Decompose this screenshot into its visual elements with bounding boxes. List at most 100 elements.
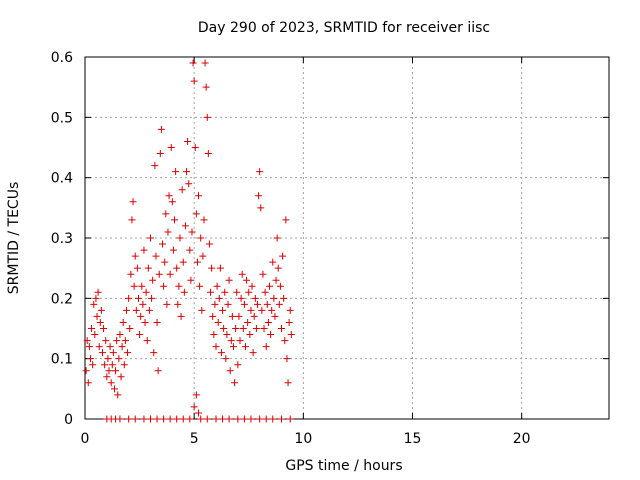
data-point [239, 325, 247, 332]
data-point [197, 234, 205, 242]
data-point [110, 385, 118, 393]
data-point [98, 349, 106, 357]
data-point [240, 300, 248, 308]
data-point [104, 355, 112, 363]
data-point [249, 349, 257, 357]
data-point [214, 318, 222, 326]
data-point [152, 252, 160, 260]
data-point [115, 355, 123, 363]
data-point [229, 343, 237, 351]
data-point [171, 216, 179, 224]
data-point [185, 180, 193, 188]
data-point [224, 300, 232, 308]
data-point [282, 216, 290, 224]
data-point [246, 331, 254, 339]
data-point [193, 258, 201, 266]
data-point [102, 337, 110, 345]
data-point [181, 222, 189, 230]
data-point [134, 294, 142, 302]
data-point [106, 343, 114, 351]
x-tick-label: 10 [294, 431, 312, 447]
data-point [179, 415, 187, 423]
data-point [189, 59, 197, 67]
data-point [156, 150, 164, 158]
data-point [125, 415, 133, 423]
data-point [114, 391, 122, 399]
data-point [190, 77, 198, 85]
data-point [169, 246, 177, 254]
data-point [225, 415, 233, 423]
data-point [160, 282, 168, 290]
data-point [215, 294, 223, 302]
data-point [256, 168, 264, 176]
data-point [95, 343, 103, 351]
data-point [186, 246, 194, 254]
data-point [116, 415, 124, 423]
data-point [166, 270, 174, 278]
data-point [159, 240, 167, 248]
data-point [103, 373, 111, 381]
data-point [186, 415, 194, 423]
y-tick-label: 0.4 [51, 171, 73, 187]
data-point [263, 300, 271, 308]
data-point [131, 252, 139, 260]
data-point [216, 264, 224, 272]
data-point [211, 300, 219, 308]
data-point [108, 361, 116, 369]
data-point [251, 294, 259, 302]
data-point [195, 409, 203, 417]
data-point [188, 228, 196, 236]
data-point [219, 306, 227, 314]
data-point [278, 325, 285, 332]
data-point [139, 300, 147, 308]
data-point [100, 325, 108, 332]
data-point [253, 300, 261, 308]
data-point [128, 216, 136, 224]
data-point [131, 415, 139, 423]
data-point [119, 318, 127, 326]
data-point [269, 258, 277, 266]
data-point [143, 337, 151, 345]
data-point [150, 349, 158, 357]
data-point [285, 318, 293, 326]
y-tick-label: 0.2 [51, 291, 73, 307]
data-point [205, 240, 213, 248]
data-point [235, 312, 243, 320]
data-point [244, 318, 252, 326]
data-point [262, 415, 270, 423]
data-point [208, 264, 216, 272]
data-point [86, 355, 94, 363]
data-point [141, 318, 149, 326]
data-point [234, 361, 242, 369]
data-point [174, 300, 182, 308]
data-point [172, 168, 180, 176]
data-point [122, 306, 130, 314]
data-point [207, 288, 215, 296]
data-point [136, 331, 144, 339]
data-point [144, 264, 152, 272]
data-point [90, 300, 98, 308]
data-point [91, 331, 99, 339]
data-point [247, 415, 255, 423]
data-point [275, 300, 283, 308]
data-point [262, 343, 270, 351]
data-point [166, 415, 174, 423]
data-point [199, 252, 207, 260]
y-tick-label: 0.5 [51, 110, 73, 126]
data-point [223, 331, 231, 339]
data-point [89, 361, 97, 369]
data-point [176, 234, 184, 242]
data-point [157, 125, 165, 133]
x-tick-label: 0 [81, 431, 90, 447]
data-point [168, 198, 176, 206]
data-point [142, 288, 150, 296]
data-point [250, 312, 258, 320]
data-point [162, 210, 170, 218]
data-point [203, 113, 211, 121]
data-point [183, 168, 191, 176]
data-point [264, 318, 272, 326]
data-point [125, 294, 133, 302]
data-point [97, 306, 105, 314]
data-point [225, 276, 233, 284]
